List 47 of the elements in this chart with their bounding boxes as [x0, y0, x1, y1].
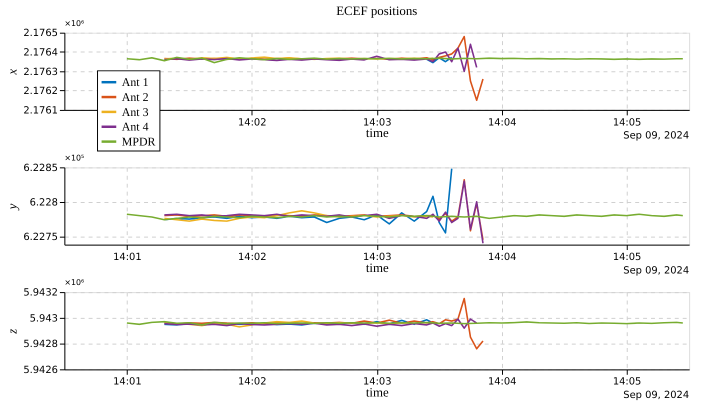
x-tick-label: 14:01	[113, 376, 142, 388]
text: ×10⁶	[64, 278, 84, 288]
x-tick-label: 14:01	[113, 252, 142, 263]
x-tick-label: 14:03	[362, 376, 392, 388]
y-tick-label: 2.1763	[23, 66, 58, 78]
text: Sep 09, 2024	[623, 265, 690, 276]
chart-title: ECEF positions	[336, 4, 418, 18]
legend-label: Ant 2	[122, 90, 149, 104]
x-tick-label: 14:05	[612, 117, 642, 128]
x-tick-label: 14:05	[612, 252, 642, 263]
legend-label: Ant 1	[122, 75, 149, 90]
x-axis-title: time	[366, 260, 389, 275]
x-tick-label: 14:02	[238, 117, 267, 128]
y-tick-label: 5.9432	[23, 288, 58, 299]
y-tick-label: 6.228	[30, 197, 58, 208]
text: Sep 09, 2024	[623, 130, 690, 142]
x-tick-label: 14:04	[488, 376, 516, 388]
y-tick-label: 2.1762	[23, 86, 58, 98]
x-axis-title: time	[366, 386, 389, 400]
y-tick-label: 5.9426	[23, 364, 58, 376]
x-tick-label: 14:02	[238, 376, 267, 388]
y-tick-label: 5.9428	[23, 339, 58, 350]
x-tick-label: 14:03	[362, 252, 392, 263]
line-series	[164, 43, 478, 72]
y-tick-label: 6.2285	[23, 162, 58, 174]
x-tick-label: 14:04	[488, 252, 516, 263]
legend-label: Ant 4	[122, 120, 149, 134]
y-tick-label: 2.1764	[23, 47, 58, 58]
y-axis-title: y	[5, 203, 20, 212]
y-tick-label: 5.943	[30, 313, 58, 324]
text: ×10⁵	[64, 153, 84, 162]
text: ×10⁶	[64, 18, 84, 28]
y-axis-title: z	[5, 328, 20, 335]
y-tick-label: 2.1765	[23, 28, 58, 40]
y-tick-label: 6.2275	[23, 232, 58, 243]
x-tick-label: 14:02	[238, 252, 267, 263]
line-series	[164, 318, 478, 329]
legend-label: MPDR	[122, 134, 156, 149]
line-series	[164, 210, 434, 222]
x-tick-label: 14:05	[612, 376, 642, 388]
y-axis-title: x	[5, 68, 20, 76]
x-tick-label: 14:04	[488, 117, 516, 128]
legend-label: Ant 3	[122, 104, 149, 119]
y-tick-label: 2.1761	[23, 105, 58, 116]
x-tick-label: 14:03	[362, 117, 392, 128]
x-axis-title: time	[366, 126, 389, 140]
text: Sep 09, 2024	[623, 390, 690, 402]
